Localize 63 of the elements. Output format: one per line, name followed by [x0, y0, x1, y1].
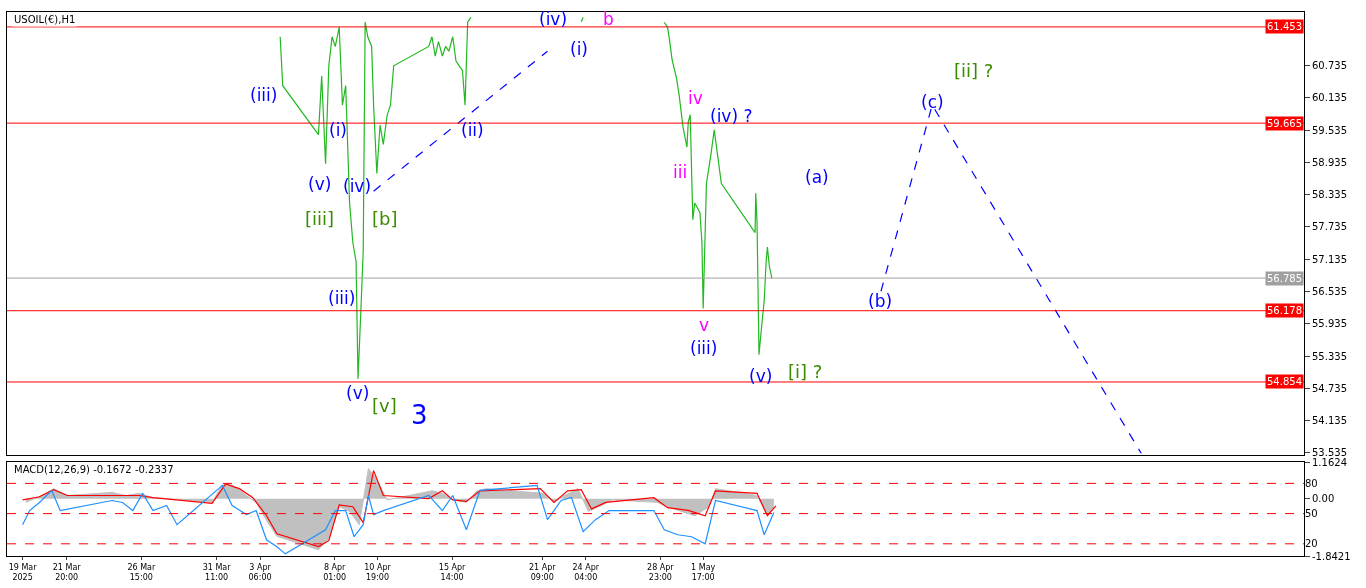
y2-tick-label: 20: [1305, 538, 1318, 550]
annotation: [i] ?: [788, 361, 823, 382]
x-tick-label: 10 Apr 19:00: [364, 562, 392, 582]
annotation: (v): [308, 174, 332, 194]
y-tick-label: 0.00: [1312, 493, 1335, 505]
y2-tick-label: 50: [1305, 508, 1318, 520]
annotation: [b]: [372, 208, 398, 229]
annotation: iii: [673, 162, 688, 182]
y-tick-label: 58.335: [1312, 189, 1347, 201]
annotation: (iv): [539, 9, 568, 29]
y-tick-label: -1.8421: [1312, 550, 1351, 562]
y-tick-label: 1.1624: [1312, 456, 1347, 468]
ref-line-label: 56.785: [1267, 273, 1302, 284]
annotation: (v): [749, 366, 773, 386]
annotation: (iii): [328, 288, 356, 308]
ref-line-label: 56.178: [1267, 305, 1302, 316]
y-tick-label: 55.335: [1312, 350, 1347, 362]
y-tick-label: 60.735: [1312, 60, 1347, 72]
y-tick-label: 54.135: [1312, 415, 1347, 427]
annotation: v: [699, 315, 710, 335]
ref-line-label: 61.453: [1267, 21, 1302, 32]
y-tick-label: 53.535: [1312, 447, 1347, 459]
annotation: (i): [570, 39, 588, 59]
x-tick-label: 1 May 17:00: [691, 562, 716, 582]
y-tick-label: 56.535: [1312, 286, 1347, 298]
annotation: (v): [346, 383, 370, 403]
chart-title: MACD(12,26,9) -0.1672 -0.2337: [14, 464, 174, 475]
annotation: (c): [921, 92, 944, 112]
annotation: (iii): [690, 338, 718, 358]
x-tick-label: 15 Apr 14:00: [438, 562, 467, 582]
annotation: [iii]: [305, 208, 335, 229]
x-tick-label: 24 Apr 04:00: [572, 562, 600, 582]
x-tick-label: 26 Mar 15:00: [127, 562, 156, 582]
chart-title: USOIL(€),H1: [14, 14, 76, 25]
x-tick-label: 21 Apr 09:00: [529, 562, 557, 582]
y-tick-label: 58.935: [1312, 156, 1347, 168]
x-tick-label: 19 Mar 2025: [8, 562, 38, 582]
line-series: [21, 484, 775, 555]
y-tick-label: 55.935: [1312, 318, 1347, 330]
annotation: (iv) ?: [710, 106, 753, 126]
annotation: [ii] ?: [954, 60, 994, 81]
ref-line-label: 54.854: [1267, 376, 1302, 387]
annotation: (b): [868, 291, 893, 311]
x-tick-label: 21 Mar 20:00: [52, 562, 82, 582]
annotation: (iii): [250, 85, 278, 105]
ref-line-label: 59.665: [1267, 118, 1302, 129]
annotation: iv: [688, 88, 703, 108]
annotation: (i): [329, 120, 347, 140]
x-tick-label: 3 Apr 06:00: [248, 562, 272, 582]
y-tick-label: 59.535: [1312, 124, 1347, 136]
annotation: [v]: [372, 395, 397, 416]
annotation: 3: [411, 400, 428, 430]
y-tick-label: 60.135: [1312, 92, 1347, 104]
x-tick-label: 8 Apr 01:00: [323, 562, 347, 582]
x-tick-label: 28 Apr 23:00: [647, 562, 675, 582]
annotation: b: [603, 9, 614, 29]
annotation: (a): [805, 167, 829, 187]
y-tick-label: 54.735: [1312, 382, 1347, 394]
y2-tick-label: 80: [1305, 477, 1318, 489]
y-tick-label: 57.735: [1312, 221, 1347, 233]
annotation: (ii): [461, 120, 484, 140]
x-tick-label: 31 Mar 11:00: [202, 562, 232, 582]
y-tick-label: 57.135: [1312, 253, 1347, 265]
